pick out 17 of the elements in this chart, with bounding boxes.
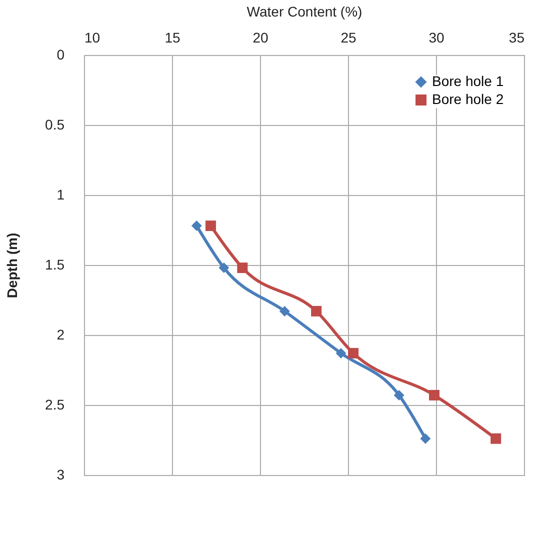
y-tick-label: 1.5 [45, 256, 65, 272]
x-tick-label: 25 [340, 30, 356, 46]
y-tick-label: 1 [56, 186, 65, 202]
x-axis-title: Water Content (%) [246, 4, 362, 20]
x-tick-label: 35 [508, 30, 525, 46]
y-axis-title: Depth (m) [4, 232, 20, 298]
y-tick-label: 0.5 [45, 116, 65, 132]
y-tick-label: 2 [56, 326, 65, 342]
y-tick-label: 0 [56, 46, 65, 62]
x-tick-label: 20 [252, 30, 268, 46]
x-tick-label: 15 [164, 30, 180, 46]
legend-label: Bore hole 1 [432, 73, 504, 89]
x-tick-label: 30 [428, 30, 444, 46]
legend-label: Bore hole 2 [432, 91, 504, 107]
y-tick-label: 2.5 [45, 396, 65, 412]
y-tick-label: 3 [56, 466, 65, 482]
x-tick-label: 10 [84, 30, 100, 46]
